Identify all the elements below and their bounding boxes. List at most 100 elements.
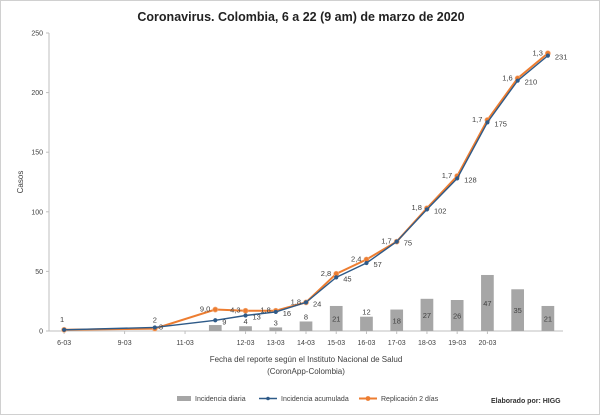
bar-data-label: 8	[304, 312, 308, 321]
x-tick-label: 18-03	[418, 340, 436, 347]
x-axis-label-line2: (CoronApp-Colombia)	[267, 367, 345, 376]
x-tick-label: 6-03	[57, 340, 71, 347]
x-tick-label: 11-03	[176, 340, 193, 347]
marker-incidencia-acumulada	[364, 260, 369, 266]
bar-data-label: 4	[243, 317, 247, 326]
y-tick-label: 150	[31, 150, 43, 157]
x-tick-label: 9-03	[118, 340, 132, 347]
marker-replicacion	[242, 307, 249, 314]
acumulada-data-label: 1	[60, 315, 64, 324]
acumulada-data-label: 24	[313, 299, 321, 308]
bar-incidencia-diaria	[329, 305, 343, 331]
bar-data-label: 12	[362, 308, 370, 317]
acumulada-data-label: 231	[555, 53, 568, 62]
acumulada-data-label: 210	[525, 78, 538, 87]
bar-data-label: 21	[544, 314, 552, 323]
bar-incidencia-diaria	[299, 321, 313, 331]
marker-incidencia-acumulada	[303, 300, 309, 305]
bar-incidencia-diaria	[511, 289, 524, 331]
bar-incidencia-diaria	[208, 325, 222, 331]
x-tick-label: 20-03	[478, 340, 496, 347]
replicacion-data-label: 1,8	[291, 297, 301, 306]
x-axis-label-line1: Fecha del reporte según el Instituto Nac…	[210, 355, 403, 364]
legend-label-incidencia-acumulada: Incidencia acumulada	[281, 396, 349, 403]
bar-incidencia-diaria	[450, 300, 464, 331]
legend-group: Incidencia diaria Incidencia acumulada Rep…	[177, 396, 439, 403]
bar-incidencia-diaria	[481, 274, 494, 331]
acumulada-data-label: 102	[434, 206, 447, 215]
acumulada-data-label: 57	[373, 260, 381, 269]
marker-incidencia-acumulada	[213, 318, 218, 323]
bar-data-label: 47	[483, 299, 491, 308]
replicacion-data-label: 2,8	[321, 269, 331, 278]
replicacion-data-label: 1,7	[442, 171, 452, 180]
legend-marker-replicacion	[365, 396, 371, 401]
acumulada-data-label: 3	[159, 322, 163, 331]
legend-swatch-incidencia-diaria	[177, 396, 191, 401]
x-tick-label: 13-03	[267, 340, 285, 347]
marker-incidencia-acumulada	[545, 53, 550, 58]
y-tick-label: 250	[31, 31, 43, 38]
bar-data-label: 26	[453, 312, 461, 321]
marker-incidencia-acumulada	[62, 327, 67, 332]
y-tick-label: 50	[35, 269, 43, 276]
bar-data-label: 27	[423, 311, 431, 320]
y-axis-label: Casos	[16, 171, 25, 194]
replicacion-data-label: 1,8	[412, 203, 422, 212]
bar-incidencia-diaria	[541, 305, 555, 331]
legend-label-incidencia-diaria: Incidencia diaria	[195, 396, 246, 403]
x-tick-label: 12-03	[237, 340, 255, 347]
marker-incidencia-acumulada	[485, 120, 490, 125]
replicacion-data-label: 2	[153, 316, 157, 325]
acumulada-data-label: 16	[283, 309, 291, 318]
x-tick-label: 15-03	[327, 340, 345, 347]
bars-group	[208, 274, 555, 331]
marker-incidencia-acumulada	[424, 207, 430, 212]
bar-incidencia-diaria	[420, 298, 434, 331]
marker-incidencia-acumulada	[515, 78, 520, 83]
bar-incidencia-diaria	[269, 327, 283, 331]
replicacion-data-label: 1,8	[260, 306, 270, 315]
chart-title: Coronavirus. Colombia, 6 a 22 (9 am) de …	[137, 10, 464, 24]
acumulada-data-label: 175	[494, 119, 507, 128]
line-replicacion	[64, 52, 549, 331]
replicacion-data-label: 9,0	[200, 305, 210, 314]
bar-incidencia-diaria	[390, 309, 404, 331]
x-tick-label: 16-03	[358, 340, 376, 347]
acumulada-data-label: 75	[404, 239, 412, 248]
replicacion-data-label: 1,7	[381, 237, 391, 246]
marker-incidencia-acumulada	[152, 325, 157, 330]
acumulada-data-label: 45	[343, 274, 351, 283]
bar-incidencia-diaria	[239, 326, 252, 331]
bar-incidencia-diaria	[360, 316, 373, 331]
legend-label-replicacion: Replicación 2 días	[381, 396, 439, 403]
legend-marker-incidencia-acumulada	[266, 396, 270, 401]
marker-replicacion	[212, 306, 219, 313]
marker-incidencia-acumulada	[243, 313, 248, 318]
lines-group	[61, 50, 551, 333]
y-tick-label: 0	[39, 329, 43, 336]
replicacion-data-label: 2,4	[351, 254, 361, 263]
bar-data-label: 35	[513, 306, 521, 315]
replicacion-data-label: 4,3	[230, 306, 240, 315]
x-tick-label: 17-03	[388, 340, 406, 347]
acumulada-data-label: 9	[222, 317, 226, 326]
marker-incidencia-acumulada	[394, 239, 399, 244]
line-incidencia-acumulada	[64, 55, 549, 331]
x-tick-label: 14-03	[297, 340, 315, 347]
marker-incidencia-acumulada	[334, 275, 339, 280]
marker-incidencia-acumulada	[455, 176, 460, 181]
acumulada-data-label: 13	[253, 313, 261, 322]
replicacion-data-label: 1,7	[472, 115, 482, 124]
x-tick-label: 19-03	[448, 340, 466, 347]
y-tick-label: 100	[31, 209, 43, 216]
replicacion-data-label: 1,3	[532, 48, 542, 57]
acumulada-data-label: 128	[464, 175, 477, 184]
bar-data-label: 18	[393, 316, 401, 325]
marker-incidencia-acumulada	[273, 309, 278, 315]
bar-data-label: 21	[332, 314, 340, 323]
